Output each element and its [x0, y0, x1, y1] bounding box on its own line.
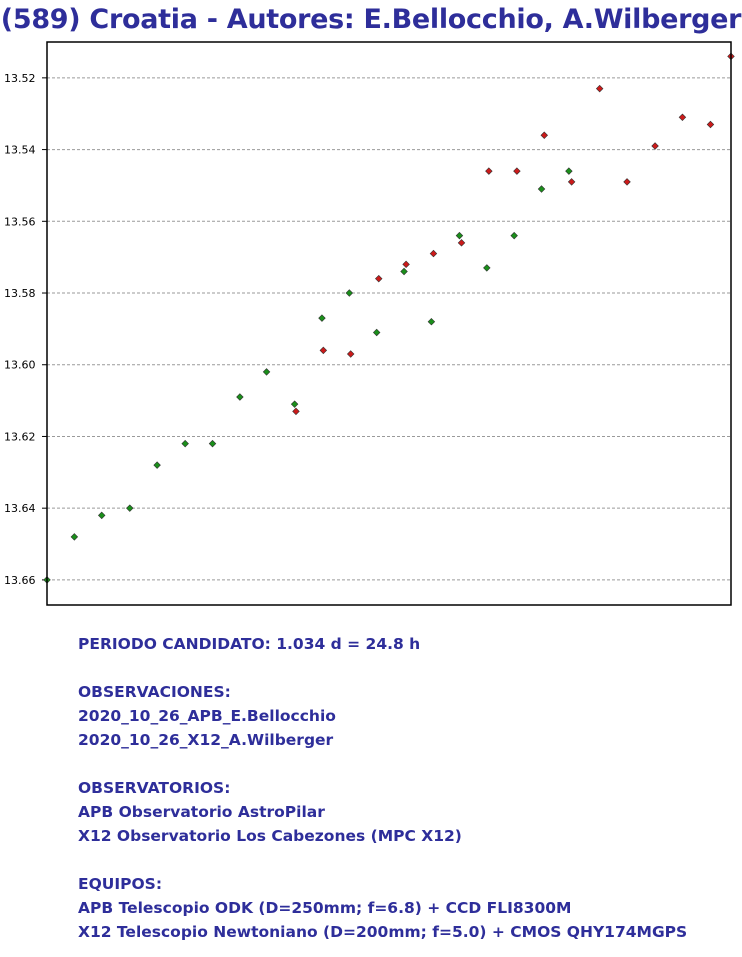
y-tick-label: 13.66 [4, 574, 36, 587]
info-panel: PERIODO CANDIDATO: 1.034 d = 24.8 h OBSE… [78, 632, 728, 944]
data-point-series-a [345, 289, 354, 297]
data-point-series-a [427, 317, 436, 326]
data-point-series-a [70, 533, 79, 541]
data-point-series-a [318, 314, 326, 322]
data-point-series-b [457, 239, 466, 247]
data-point-series-b [595, 84, 604, 93]
observatory-item: X12 Observatorio Los Cabezones (MPC X12) [78, 827, 462, 845]
data-point-series-a [565, 167, 573, 175]
data-point-series-a [455, 231, 464, 240]
data-point-series-b [678, 113, 687, 122]
data-point-series-a [372, 328, 381, 337]
data-point-series-a [290, 400, 299, 408]
data-point-series-b [346, 350, 355, 358]
y-tick-label: 13.56 [4, 215, 36, 228]
data-point-series-b [513, 167, 521, 175]
data-points [43, 52, 735, 584]
data-point-series-b [706, 120, 715, 129]
y-tick-label: 13.52 [4, 72, 36, 85]
equipment-heading: EQUIPOS: [78, 875, 163, 893]
data-point-series-b [319, 346, 328, 355]
data-point-series-a [483, 264, 491, 272]
data-point-series-b [429, 249, 438, 258]
data-point-series-a [400, 267, 408, 276]
y-tick-label: 13.54 [4, 144, 36, 157]
data-point-series-a [510, 231, 518, 240]
data-point-series-b [540, 131, 548, 139]
equipment-item: X12 Telescopio Newtoniano (D=200mm; f=5.… [78, 923, 688, 941]
plot-frame [46, 41, 732, 606]
data-point-series-b [623, 178, 631, 186]
data-point-series-a [153, 461, 161, 469]
data-point-series-b [567, 178, 576, 186]
data-point-series-a [97, 511, 106, 520]
y-tick-label: 13.64 [4, 502, 36, 515]
data-point-series-a [208, 439, 217, 448]
data-point-series-b [651, 142, 659, 150]
period-text: PERIODO CANDIDATO: 1.034 d = 24.8 h [78, 635, 421, 653]
observations-heading: OBSERVACIONES: [78, 683, 231, 701]
data-point-series-a [262, 368, 271, 376]
y-axis-ticks: 13.52 13.54 13.56 13.58 13.60 13.62 13.64 13.66 [4, 72, 47, 587]
observatories-heading: OBSERVATORIOS: [78, 779, 231, 797]
observation-item: 2020_10_26_X12_A.Wilberger [78, 731, 334, 749]
observatory-item: APB Observatorio AstroPilar [78, 803, 325, 821]
observation-item: 2020_10_26_APB_E.Bellocchio [78, 707, 336, 725]
grid-lines [47, 77, 731, 581]
data-point-series-b [485, 167, 493, 175]
y-tick-label: 13.60 [4, 359, 36, 372]
lightcurve-chart: 13.52 13.54 13.56 13.58 13.60 13.62 13.64 13.66 [4, 41, 735, 606]
data-point-series-a [537, 185, 546, 193]
data-point-series-a [126, 504, 134, 512]
data-point-series-b [402, 260, 410, 269]
data-point-series-a [181, 439, 189, 448]
chart-title: (589) Croatia - Autores: E.Bellocchio, A… [0, 4, 742, 35]
data-point-series-b [375, 274, 383, 283]
equipment-item: APB Telescopio ODK (D=250mm; f=6.8) + CC… [78, 899, 572, 917]
y-tick-label: 13.58 [4, 287, 36, 300]
data-point-series-b [292, 407, 300, 416]
data-point-series-a [236, 393, 244, 401]
y-tick-label: 13.62 [4, 430, 36, 443]
